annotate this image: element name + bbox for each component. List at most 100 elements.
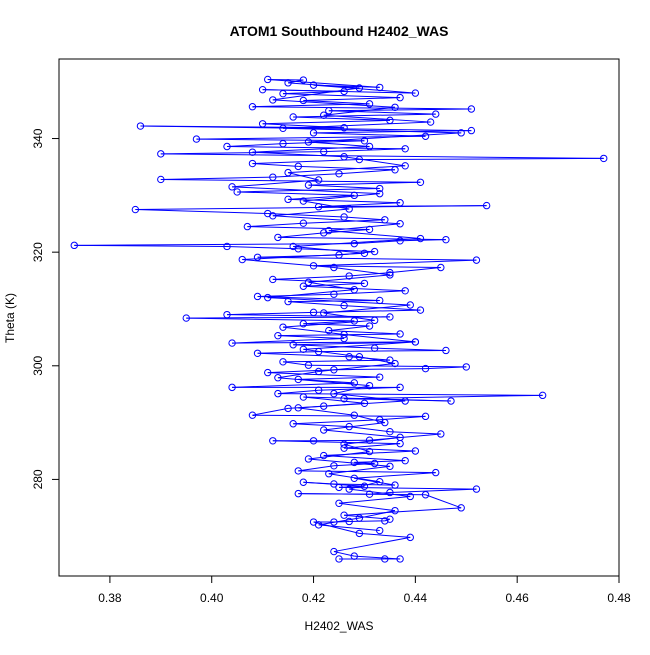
data-point bbox=[335, 499, 343, 507]
x-axis: 0.38 0.40 0.42 0.44 0.46 0.48 bbox=[98, 575, 631, 605]
series-segment bbox=[359, 510, 396, 519]
data-point bbox=[284, 79, 292, 87]
data-point bbox=[314, 176, 323, 184]
series-segment bbox=[226, 143, 284, 147]
data-point bbox=[350, 474, 358, 482]
data-point bbox=[447, 397, 455, 405]
data-point bbox=[325, 226, 333, 235]
series-segment bbox=[338, 502, 396, 512]
data-point bbox=[304, 181, 313, 189]
series-segment bbox=[318, 349, 446, 353]
data-point bbox=[442, 235, 450, 244]
data-point bbox=[370, 316, 379, 325]
series-segment bbox=[252, 159, 360, 165]
data-point bbox=[345, 205, 353, 213]
series-segment bbox=[313, 521, 360, 534]
series-segment bbox=[282, 121, 431, 129]
series-segment bbox=[354, 477, 396, 486]
data-point bbox=[345, 272, 353, 280]
data-point bbox=[330, 480, 338, 488]
data-point bbox=[396, 330, 404, 338]
series-segment bbox=[267, 297, 411, 306]
data-point bbox=[340, 330, 348, 339]
series-segment bbox=[232, 341, 416, 344]
series-segment bbox=[389, 431, 441, 435]
data-point bbox=[248, 148, 257, 156]
series-segment bbox=[232, 338, 345, 344]
series-segment bbox=[308, 132, 462, 143]
series-segment bbox=[267, 289, 355, 299]
data-point bbox=[416, 234, 425, 243]
data-point bbox=[243, 222, 252, 231]
data-point bbox=[365, 225, 374, 234]
series-segment bbox=[267, 213, 345, 218]
series-segment bbox=[277, 335, 345, 340]
data-point bbox=[340, 153, 348, 161]
data-point bbox=[299, 478, 308, 486]
data-point bbox=[350, 317, 358, 325]
series-segment bbox=[160, 176, 273, 180]
series-segment bbox=[262, 89, 416, 94]
data-point bbox=[396, 199, 404, 207]
data-point bbox=[335, 483, 343, 492]
data-point bbox=[421, 364, 430, 373]
series-segment bbox=[303, 348, 360, 358]
series-segment bbox=[288, 165, 406, 174]
data-point bbox=[376, 296, 384, 305]
data-point bbox=[289, 341, 297, 349]
series-segment bbox=[267, 78, 380, 88]
data-point bbox=[294, 467, 302, 475]
data-point bbox=[248, 159, 257, 168]
series-segment bbox=[298, 376, 380, 380]
series-segment bbox=[262, 119, 390, 125]
data-point bbox=[386, 116, 394, 125]
data-point bbox=[472, 256, 481, 264]
series-segment bbox=[282, 93, 401, 99]
data-point bbox=[401, 287, 409, 295]
series-segment bbox=[318, 524, 380, 532]
data-point bbox=[258, 120, 267, 128]
series-segment bbox=[298, 470, 436, 474]
data-point bbox=[421, 491, 430, 499]
data-point bbox=[330, 290, 338, 298]
data-point bbox=[401, 162, 409, 170]
data-point bbox=[269, 212, 277, 220]
data-point bbox=[314, 367, 323, 376]
series-segment bbox=[226, 311, 314, 316]
series-segment bbox=[313, 130, 472, 134]
series-segment bbox=[262, 123, 345, 129]
series-segment bbox=[359, 157, 604, 161]
series-segment bbox=[226, 145, 406, 150]
data-point bbox=[289, 420, 297, 428]
data-point bbox=[376, 184, 384, 193]
data-point bbox=[309, 437, 318, 445]
series-segment bbox=[303, 99, 370, 105]
series-segment bbox=[287, 172, 319, 181]
data-point bbox=[309, 308, 318, 317]
data-point bbox=[411, 89, 420, 97]
data-point bbox=[253, 349, 262, 357]
series-segment bbox=[349, 426, 390, 433]
data-point bbox=[482, 201, 491, 210]
series-segment bbox=[338, 169, 396, 175]
series-segment bbox=[359, 532, 411, 538]
series-segment bbox=[303, 323, 370, 327]
series-segment bbox=[282, 140, 365, 145]
data-point bbox=[355, 155, 364, 164]
data-point bbox=[330, 389, 338, 398]
series-segment bbox=[323, 114, 431, 123]
data-point bbox=[274, 331, 282, 340]
series-segment bbox=[308, 141, 370, 147]
data-point bbox=[314, 347, 323, 356]
data-point bbox=[299, 320, 308, 328]
series-segment bbox=[267, 369, 334, 374]
series-segment bbox=[344, 507, 462, 516]
data-point bbox=[345, 353, 353, 361]
data-point bbox=[294, 489, 302, 498]
series-segment bbox=[323, 148, 406, 153]
series-segment bbox=[303, 97, 401, 101]
data-point bbox=[279, 89, 287, 98]
data-point bbox=[299, 76, 308, 84]
data-point bbox=[360, 482, 369, 490]
